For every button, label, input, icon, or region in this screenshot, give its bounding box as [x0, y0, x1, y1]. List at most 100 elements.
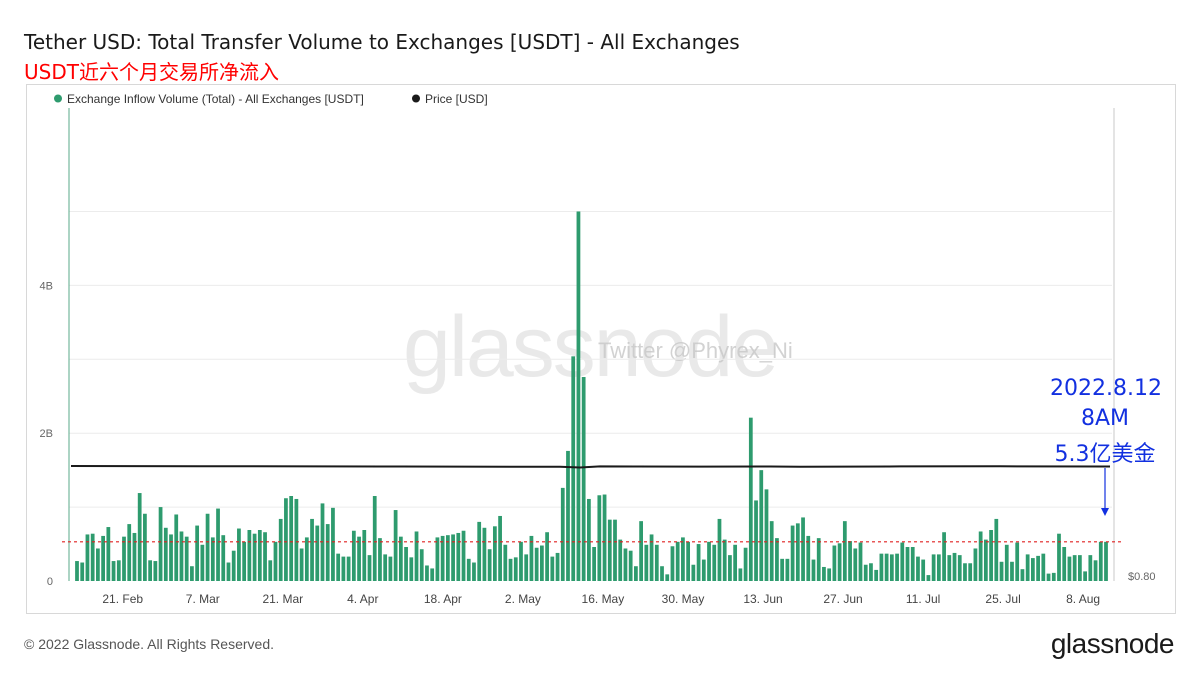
chart-subtitle: USDT近六个月交易所净流入	[24, 60, 279, 84]
inflow-bar	[372, 496, 377, 581]
inflow-bar	[910, 547, 915, 581]
inflow-bar	[299, 548, 304, 581]
inflow-bar	[670, 546, 675, 581]
inflow-bar	[351, 530, 356, 581]
inflow-bar	[581, 377, 586, 581]
inflow-bar	[811, 559, 816, 581]
inflow-bar	[623, 548, 628, 581]
y-tick-label: 0	[47, 576, 53, 588]
inflow-bar	[681, 537, 685, 581]
inflow-bar	[398, 536, 403, 581]
inflow-bar	[346, 556, 351, 581]
inflow-bar	[1051, 572, 1056, 581]
inflow-bar	[696, 544, 701, 581]
x-tick-label: 30. May	[662, 592, 705, 606]
inflow-bar	[534, 547, 539, 581]
inflow-bar	[905, 547, 910, 581]
inflow-bar	[660, 566, 664, 581]
inflow-bar	[942, 532, 946, 581]
inflow-bar	[842, 521, 847, 581]
inflow-bar	[775, 538, 779, 581]
inflow-bar	[257, 530, 262, 581]
inflow-bar	[148, 560, 153, 581]
inflow-bar	[560, 487, 565, 581]
inflow-bar	[936, 554, 941, 581]
inflow-bar	[613, 519, 617, 581]
inflow-bar	[242, 541, 247, 581]
inflow-bar	[362, 530, 367, 581]
inflow-bar	[294, 498, 299, 581]
inflow-bar	[994, 518, 999, 581]
inflow-bar	[1098, 541, 1103, 581]
inflow-bar	[550, 556, 555, 581]
inflow-bar	[284, 498, 288, 581]
inflow-bar	[989, 530, 993, 581]
inflow-bar	[1057, 533, 1061, 581]
inflow-bar	[701, 559, 706, 581]
annotation-arrow-head	[1101, 508, 1109, 516]
inflow-bar	[686, 541, 691, 581]
inflow-bar	[195, 525, 200, 581]
inflow-bar	[1062, 547, 1067, 581]
inflow-bar	[153, 561, 158, 581]
inflow-bar	[226, 562, 231, 581]
inflow-bar	[466, 558, 471, 581]
inflow-bar	[806, 535, 811, 581]
inflow-bar	[853, 548, 858, 581]
inflow-bar	[325, 524, 330, 581]
inflow-bar	[801, 517, 805, 581]
inflow-bar	[822, 566, 826, 581]
inflow-bar	[273, 541, 278, 581]
inflow-bar	[722, 539, 727, 581]
inflow-bar	[1020, 569, 1025, 581]
inflow-bar	[190, 566, 194, 581]
inflow-bar	[106, 527, 111, 581]
inflow-bar	[691, 564, 696, 581]
inflow-bar	[968, 563, 973, 581]
inflow-bar	[712, 544, 717, 581]
x-tick-label: 13. Jun	[743, 592, 782, 606]
inflow-bar	[1088, 555, 1093, 581]
inflow-bar	[707, 541, 711, 581]
inflow-bar	[80, 562, 85, 581]
inflow-bar	[90, 533, 95, 581]
inflow-bar	[717, 518, 722, 581]
inflow-bar	[221, 535, 226, 581]
inflow-bar	[916, 556, 920, 581]
inflow-bar	[456, 532, 461, 581]
inflow-bar	[874, 569, 879, 581]
inflow-bar	[1030, 558, 1035, 581]
inflow-bar	[748, 417, 753, 581]
inflow-bar	[1041, 553, 1046, 581]
inflow-bar	[111, 561, 116, 581]
inflow-bar	[675, 541, 680, 581]
inflow-bar	[247, 530, 252, 581]
inflow-bar	[566, 450, 570, 581]
x-tick-label: 8. Aug	[1066, 592, 1100, 606]
inflow-bar	[983, 539, 988, 581]
legend-marker-price	[412, 94, 420, 103]
inflow-bar	[571, 356, 576, 581]
inflow-bar	[900, 542, 905, 581]
inflow-bar	[174, 514, 179, 581]
inflow-bar	[179, 531, 184, 581]
inflow-bar	[785, 558, 790, 581]
inflow-bar	[310, 518, 314, 581]
inflow-bar	[743, 547, 748, 581]
inflow-bar	[602, 494, 607, 581]
inflow-bar	[435, 537, 440, 581]
inflow-bar	[132, 532, 137, 581]
inflow-bar	[926, 575, 931, 581]
inflow-bar	[477, 521, 482, 582]
inflow-bar	[592, 547, 596, 581]
inflow-bar	[304, 537, 309, 581]
inflow-bar	[1004, 544, 1009, 581]
inflow-bar	[289, 496, 294, 581]
inflow-bar	[863, 564, 868, 581]
inflow-bar	[127, 524, 132, 581]
inflow-bar	[96, 548, 100, 581]
inflow-bar	[769, 521, 774, 581]
inflow-bar	[1046, 573, 1051, 581]
inflow-bar	[879, 553, 884, 581]
